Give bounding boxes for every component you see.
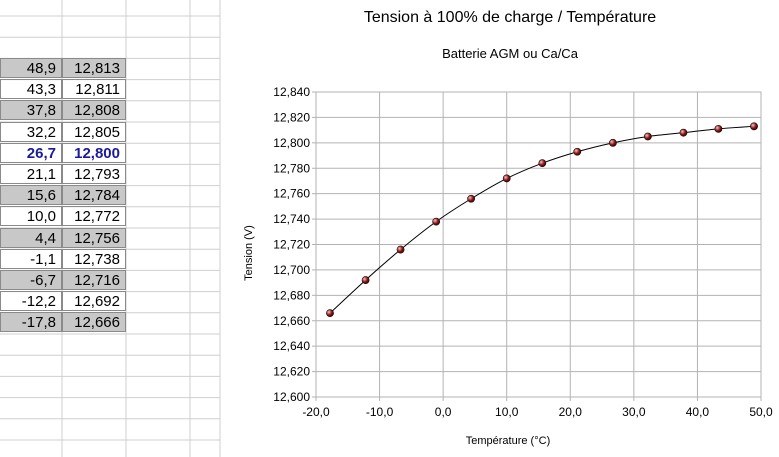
chart-title: Tension à 100% de charge / Température bbox=[364, 9, 656, 26]
y-tick-label: 12,760 bbox=[273, 187, 310, 201]
data-point[interactable] bbox=[679, 128, 688, 137]
plot-border bbox=[315, 91, 762, 398]
y-tick-label: 12,720 bbox=[273, 238, 310, 252]
data-point[interactable] bbox=[714, 124, 723, 133]
data-point[interactable] bbox=[502, 174, 511, 183]
voltage-cell[interactable]: 12,811 bbox=[62, 79, 126, 100]
y-tick-label: 12,620 bbox=[273, 365, 310, 379]
x-tick-label: -10,0 bbox=[366, 405, 394, 419]
data-point[interactable] bbox=[608, 138, 617, 147]
voltage-cell[interactable]: 12,756 bbox=[62, 227, 126, 248]
temperature-cell[interactable]: -17,8 bbox=[0, 312, 62, 333]
plot-area: 12,600 12,620 12,640 12,660 12,680 12,700 12,7… bbox=[273, 85, 773, 419]
voltage-cell[interactable]: 12,666 bbox=[62, 312, 126, 333]
temperature-cell[interactable]: -6,7 bbox=[0, 270, 62, 290]
voltage-cell[interactable]: 12,805 bbox=[62, 121, 126, 142]
temperature-cell[interactable]: 48,9 bbox=[0, 58, 62, 78]
x-tick-label: 0,0 bbox=[435, 405, 452, 419]
temperature-cell[interactable]: 4,4 bbox=[0, 227, 62, 248]
data-point[interactable] bbox=[643, 132, 652, 141]
y-tick-label: 12,640 bbox=[273, 339, 310, 353]
y-tick-label: 12,840 bbox=[273, 85, 310, 99]
temperature-cell[interactable]: 15,6 bbox=[0, 185, 62, 206]
x-tick-label: 50,0 bbox=[749, 405, 773, 419]
y-tick-label: 12,700 bbox=[273, 263, 310, 277]
y-tick-label: 12,800 bbox=[273, 136, 310, 150]
data-table: 48,9 12,813 43,3 12,811 37,8 12,808 32,2 12,805… bbox=[0, 0, 220, 457]
x-tick-label: 20,0 bbox=[559, 405, 583, 419]
data-point[interactable] bbox=[361, 276, 370, 284]
temperature-cell[interactable]: -1,1 bbox=[0, 248, 62, 269]
temperature-cell[interactable]: 10,0 bbox=[0, 206, 62, 227]
temperature-cell[interactable]: 32,2 bbox=[0, 121, 62, 142]
data-point[interactable] bbox=[573, 147, 582, 156]
trend-line bbox=[329, 125, 755, 314]
x-tick-label: 30,0 bbox=[622, 405, 646, 419]
y-tick-label: 12,680 bbox=[273, 288, 310, 302]
temperature-cell[interactable]: 37,8 bbox=[0, 100, 62, 121]
y-tick-label: 12,740 bbox=[273, 212, 310, 226]
data-point[interactable] bbox=[396, 245, 405, 254]
y-tick-label: 12,660 bbox=[273, 314, 310, 328]
voltage-cell[interactable]: 12,716 bbox=[62, 270, 126, 290]
temperature-cell[interactable]: 26,7 bbox=[0, 142, 62, 163]
y-tick-label: 12,820 bbox=[273, 110, 310, 124]
data-point[interactable] bbox=[432, 217, 441, 226]
y-tick-label: 12,600 bbox=[273, 390, 310, 404]
x-axis-label: Température (°C) bbox=[466, 435, 550, 447]
chart-subtitle: Batterie AGM ou Ca/Ca bbox=[442, 46, 579, 61]
temperature-cell[interactable]: 43,3 bbox=[0, 79, 62, 100]
x-tick-label: 10,0 bbox=[495, 405, 519, 419]
voltage-cell[interactable]: 12,800 bbox=[62, 142, 126, 163]
voltage-cell[interactable]: 12,808 bbox=[62, 100, 126, 121]
voltage-cell[interactable]: 12,793 bbox=[62, 164, 126, 184]
voltage-cell[interactable]: 12,784 bbox=[62, 185, 126, 206]
voltage-cell[interactable]: 12,772 bbox=[62, 206, 126, 227]
voltage-cell[interactable]: 12,692 bbox=[62, 291, 126, 312]
data-point[interactable] bbox=[750, 122, 758, 131]
voltage-cell[interactable]: 12,738 bbox=[62, 248, 126, 269]
y-tick-label: 12,780 bbox=[273, 161, 310, 175]
voltage-cell[interactable]: 12,813 bbox=[62, 58, 126, 78]
temperature-cell[interactable]: 21,1 bbox=[0, 164, 62, 184]
y-axis-label: Tension (V) bbox=[243, 225, 255, 281]
data-point[interactable] bbox=[467, 194, 476, 203]
x-tick-label: 40,0 bbox=[686, 405, 710, 419]
data-point[interactable] bbox=[538, 159, 547, 168]
temperature-cell[interactable]: -12,2 bbox=[0, 291, 62, 312]
data-point[interactable] bbox=[326, 309, 334, 318]
x-tick-label: -20,0 bbox=[302, 405, 330, 419]
